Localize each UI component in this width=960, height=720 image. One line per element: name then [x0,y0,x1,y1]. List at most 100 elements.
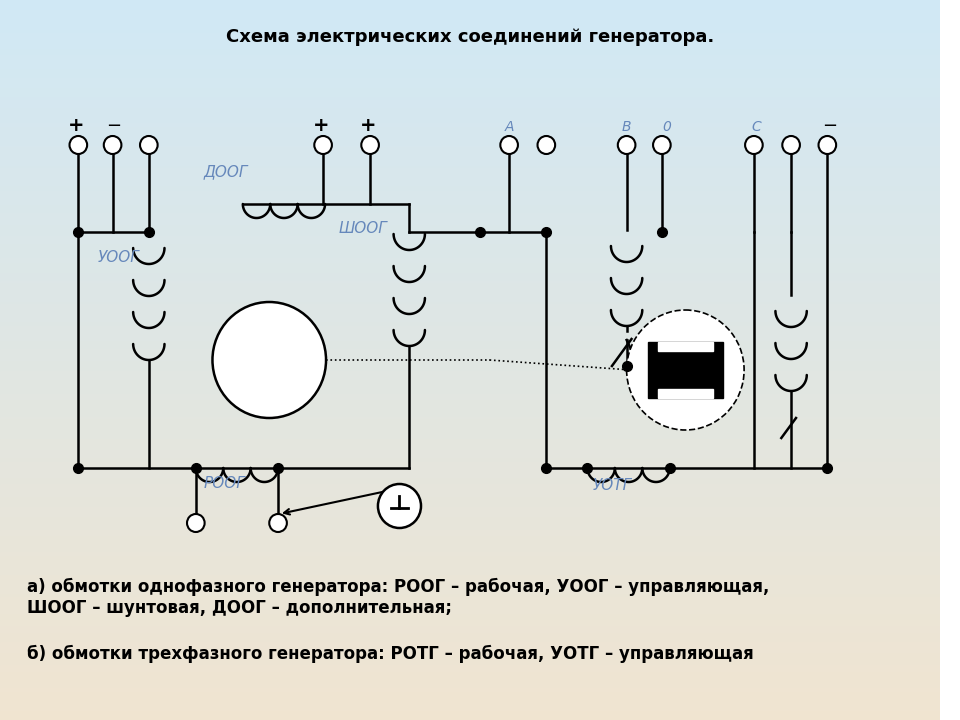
Bar [0,15,940,16]
Bar [0,84,940,85]
Bar [0,91,940,92]
Bar [0,22,940,23]
Bar [0,189,940,190]
Bar [0,3,940,4]
Bar [0,158,940,159]
Bar [0,198,940,199]
Bar [0,324,940,325]
Bar [0,310,940,311]
Bar [0,437,940,438]
Bar [0,182,940,183]
Bar [0,561,940,562]
Bar [0,114,940,115]
Bar [0,683,940,684]
Bar [0,34,940,35]
Bar [0,149,940,150]
Bar [0,154,940,155]
Bar [0,435,940,436]
Text: ШООГ: ШООГ [339,221,388,236]
Bar [0,397,940,398]
Bar [0,8,940,9]
Bar [0,222,940,223]
Bar [0,90,940,91]
Bar [0,213,940,214]
Text: +: + [360,116,376,135]
Bar [0,638,940,639]
Bar [0,635,940,636]
Bar [0,286,940,287]
Bar [0,37,940,38]
Bar [0,81,940,82]
Bar [0,298,940,299]
Bar [0,621,940,622]
Bar [0,429,940,430]
Bar [0,221,940,222]
Text: РООГ: РООГ [204,476,246,491]
Bar [0,107,940,108]
Bar [0,233,940,234]
Bar [0,355,940,356]
Bar [0,385,940,386]
Bar [0,119,940,120]
Bar [0,227,940,228]
Bar [0,50,940,51]
Bar [0,232,940,233]
Text: С: С [751,120,760,134]
Bar [0,524,940,525]
Bar [0,663,940,664]
Bar [0,139,940,140]
Bar [0,230,940,231]
Bar [0,434,940,435]
Bar [0,101,940,102]
Bar [0,520,940,521]
Bar [0,708,940,709]
Bar [0,61,940,62]
Bar [0,66,940,67]
Bar [0,151,940,152]
Circle shape [782,136,800,154]
Bar [0,614,940,615]
Bar [0,508,940,509]
Bar [0,217,940,218]
Bar [0,610,940,611]
Bar [0,197,940,198]
Bar [0,316,940,317]
Bar [0,472,940,473]
Bar [0,145,940,146]
Bar [0,108,940,109]
Bar [0,173,940,174]
Bar [0,554,940,555]
Circle shape [538,136,555,154]
Bar [0,79,940,80]
Bar [0,637,940,638]
Bar [0,542,940,543]
Text: б) обмотки трехфазного генератора: РОТГ – рабочая, УОТГ – управляющая: б) обмотки трехфазного генератора: РОТГ … [28,645,755,663]
Bar [0,484,940,485]
Bar [0,462,940,463]
Bar [0,482,940,483]
Bar [0,446,940,447]
Bar [0,38,940,39]
Bar [0,288,940,289]
Bar [0,290,940,291]
Bar [0,592,940,593]
Bar [0,690,940,691]
Bar [0,436,940,437]
Bar [0,30,940,31]
Bar [648,342,723,398]
Bar [0,551,940,552]
Bar [0,306,940,307]
Bar [0,407,940,408]
Circle shape [627,310,744,430]
Bar [0,587,940,588]
Bar [0,72,940,73]
Bar [0,419,940,420]
Bar [0,496,940,497]
Bar [0,160,940,161]
Bar [0,143,940,144]
Bar [0,539,940,540]
Bar [0,338,940,339]
Bar [0,176,940,177]
Bar [0,639,940,640]
Bar [0,128,940,129]
